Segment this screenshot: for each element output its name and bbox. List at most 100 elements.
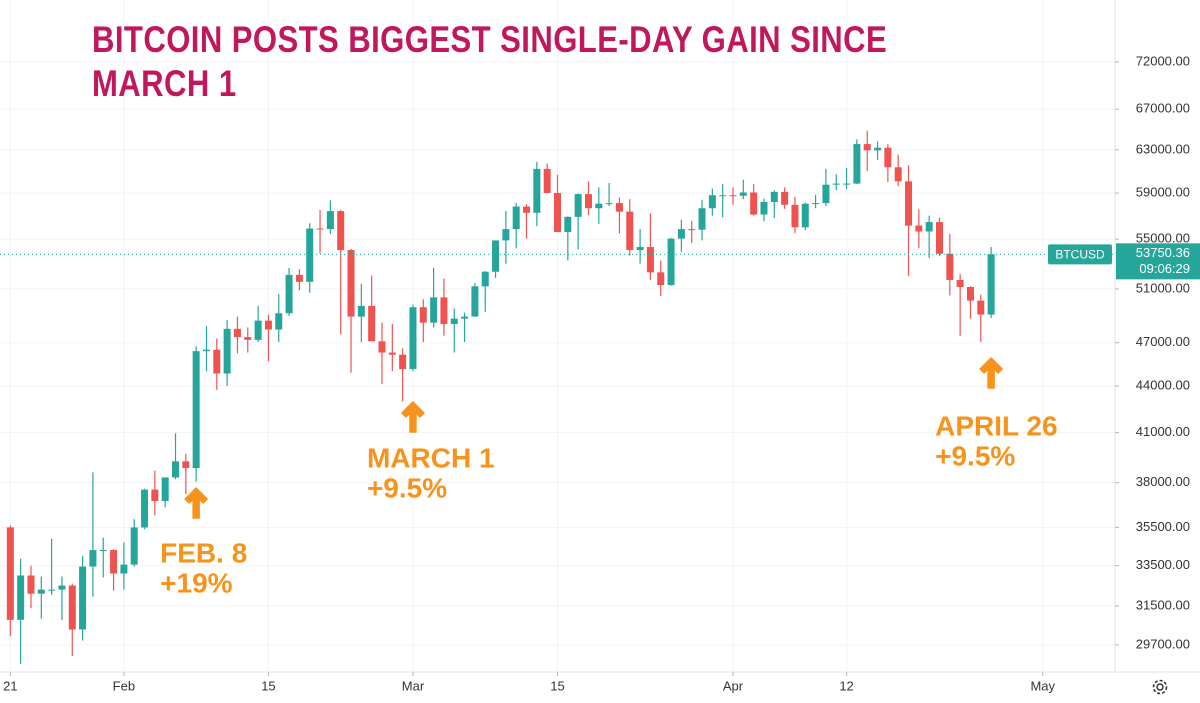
- candle-body: [698, 208, 706, 230]
- plot: [6, 130, 995, 664]
- candle-body: [977, 300, 985, 315]
- candle-body: [905, 181, 913, 226]
- candle-body: [202, 349, 210, 352]
- candle-body: [843, 183, 851, 185]
- candle-body: [956, 279, 964, 287]
- candle-body: [677, 229, 685, 239]
- candle-body: [223, 328, 231, 374]
- candle-body: [254, 320, 262, 340]
- symbol-label: BTCUSD: [1055, 248, 1105, 262]
- candle-body: [151, 489, 159, 502]
- annotation-text: FEB. 8: [160, 537, 247, 568]
- candle-body: [564, 216, 572, 233]
- candle-body: [543, 168, 551, 193]
- annotation-text: APRIL 26: [935, 410, 1057, 441]
- x-tick-label: Mar: [402, 678, 425, 693]
- candle-body: [316, 228, 324, 230]
- candle-body: [760, 201, 768, 215]
- candle-body: [399, 354, 407, 370]
- candle-body: [275, 313, 283, 330]
- y-tick-label: 51000.00: [1136, 280, 1190, 295]
- candle-body: [512, 206, 520, 230]
- candle-body: [812, 203, 820, 205]
- x-tick-label: May: [1030, 678, 1055, 693]
- candle-body: [264, 320, 272, 330]
- x-tick-label: Feb: [113, 678, 135, 693]
- y-tick-label: 38000.00: [1136, 474, 1190, 489]
- y-tick-label: 31500.00: [1136, 598, 1190, 613]
- candle-body: [68, 585, 76, 630]
- chart-title: BITCOIN POSTS BIGGEST SINGLE-DAY GAIN SI…: [92, 19, 888, 104]
- candle-body: [667, 238, 675, 286]
- candle-body: [935, 222, 943, 254]
- x-tick-label: Apr: [723, 678, 744, 693]
- candle-body: [863, 144, 871, 151]
- candle-body: [832, 183, 840, 185]
- y-tick-label: 72000.00: [1136, 53, 1190, 68]
- y-tick-label: 29700.00: [1136, 636, 1190, 651]
- candle-body: [368, 305, 376, 342]
- candle-body: [58, 585, 66, 590]
- x-tick-label: 12: [839, 678, 853, 693]
- y-tick-label: 67000.00: [1136, 101, 1190, 116]
- candle-body: [894, 167, 902, 182]
- settings-icon[interactable]: [1152, 679, 1168, 695]
- candle-body: [822, 184, 830, 204]
- y-tick-label: 63000.00: [1136, 141, 1190, 156]
- symbol-tag: [1048, 244, 1112, 265]
- candle-body: [440, 297, 448, 325]
- candle-body: [801, 203, 809, 228]
- candle-body: [523, 206, 531, 213]
- candle-body: [326, 211, 334, 230]
- x-tick-label: 15: [261, 678, 275, 693]
- candle-body: [595, 203, 603, 209]
- candle-body: [657, 272, 665, 286]
- candle-body: [461, 316, 469, 319]
- candle-body: [626, 211, 634, 251]
- candle-body: [636, 247, 644, 251]
- candle-body: [770, 191, 778, 202]
- y-tick-label: 44000.00: [1136, 378, 1190, 393]
- candle-body: [6, 527, 14, 620]
- candle-body: [925, 222, 933, 232]
- candle-body: [337, 211, 345, 251]
- candle-body: [37, 589, 45, 594]
- candle-body: [574, 194, 582, 217]
- candle-body: [884, 147, 892, 168]
- candle-body: [120, 564, 128, 574]
- candle-body: [853, 144, 861, 184]
- price-tag: [1116, 243, 1200, 280]
- x-tick-label: 15: [550, 678, 564, 693]
- y-tick-label: 41000.00: [1136, 424, 1190, 439]
- candle-body: [419, 307, 427, 323]
- candle-body: [584, 194, 592, 209]
- candle-body: [347, 250, 355, 317]
- candle-body: [388, 352, 396, 355]
- candle-body: [172, 461, 180, 478]
- candle-body: [502, 229, 510, 241]
- candle-body: [492, 240, 500, 272]
- candle-body: [27, 575, 35, 594]
- last-price-label: 53750.36: [1136, 245, 1190, 260]
- candle-body: [987, 254, 995, 315]
- candle-body: [481, 271, 489, 287]
- candle-body: [48, 589, 56, 591]
- gear-teeth: [1152, 679, 1168, 695]
- candle-body: [554, 192, 561, 233]
- candle-body: [182, 461, 190, 469]
- candle-body: [615, 203, 623, 212]
- annotation-text: +19%: [160, 567, 232, 598]
- candle-body: [791, 204, 799, 228]
- candle-body: [130, 527, 138, 565]
- annotation-arrow: [401, 401, 425, 433]
- candle-body: [409, 307, 417, 370]
- x-tick-label: 21: [3, 678, 17, 693]
- candle-body: [708, 195, 716, 209]
- annotation-text: MARCH 1: [367, 442, 495, 473]
- candle-body: [244, 337, 252, 340]
- y-tick-label: 35500.00: [1136, 519, 1190, 534]
- candle-body: [915, 225, 923, 232]
- candle-body: [688, 229, 696, 231]
- candle-body: [450, 318, 458, 325]
